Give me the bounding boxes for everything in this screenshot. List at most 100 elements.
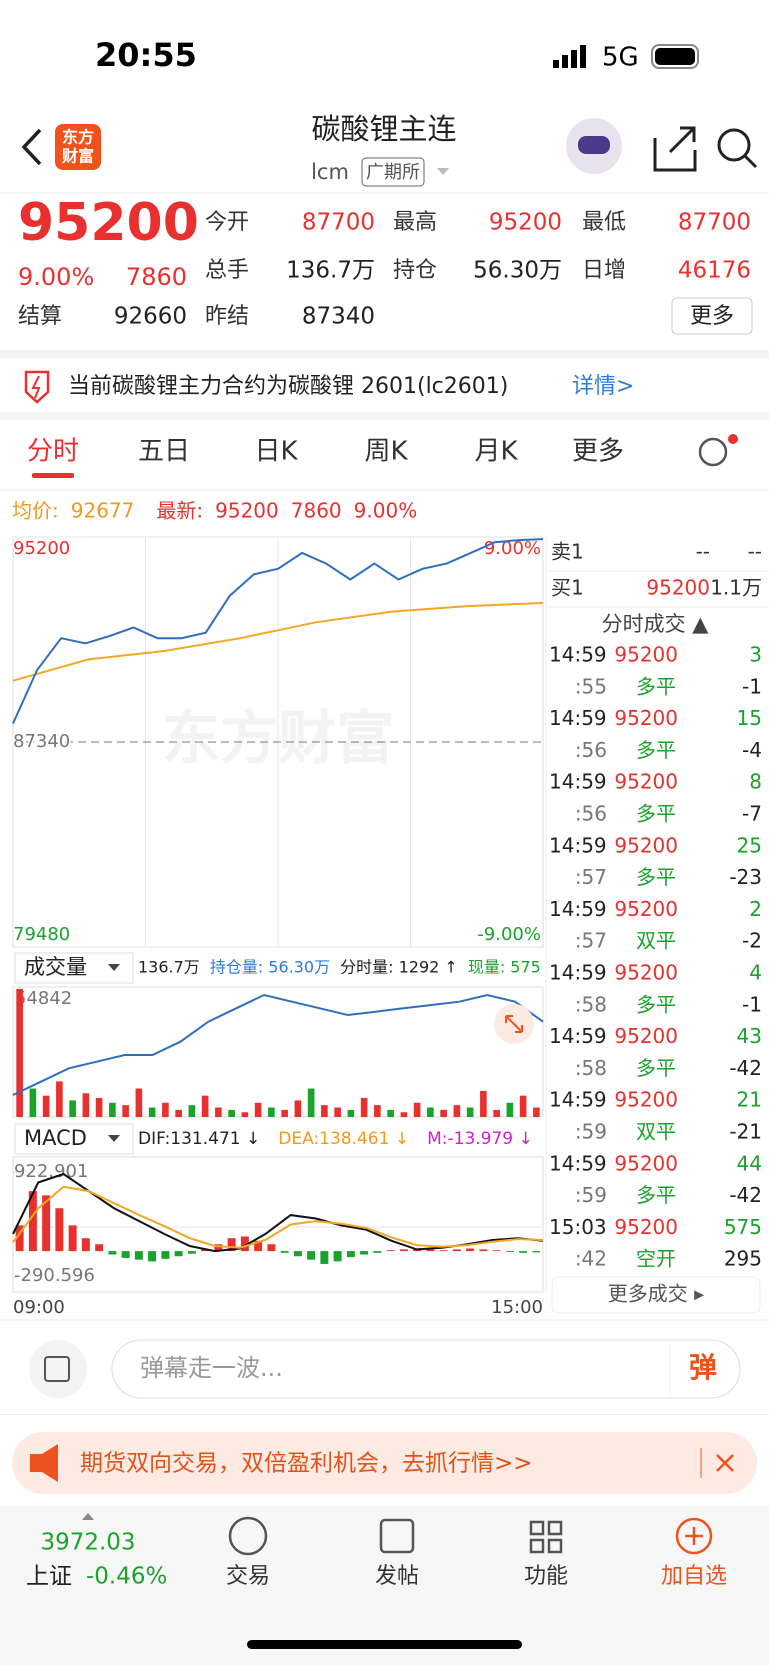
robot-face bbox=[578, 136, 610, 154]
macd-bar bbox=[134, 1251, 143, 1260]
volume-bar bbox=[228, 1109, 235, 1117]
field-value: 46176 bbox=[678, 258, 751, 284]
volume-bar bbox=[506, 1102, 514, 1117]
dropdown-arrow[interactable] bbox=[108, 964, 120, 971]
more-button[interactable] bbox=[671, 297, 753, 335]
expand-arrow[interactable] bbox=[82, 1513, 94, 1520]
close-button[interactable] bbox=[716, 1454, 734, 1472]
trade-change: -42 bbox=[729, 1056, 762, 1080]
nav-button[interactable]: 加自选 bbox=[661, 1564, 727, 1589]
trade-volume: 2 bbox=[749, 897, 762, 921]
tab[interactable]: 日K bbox=[254, 437, 298, 467]
expand-icon bbox=[505, 1015, 523, 1033]
trade-change: 295 bbox=[724, 1247, 762, 1271]
volume-bar bbox=[480, 1090, 487, 1117]
trade-volume: 4 bbox=[749, 961, 762, 985]
trade-time: :57 bbox=[575, 929, 607, 953]
logo-text: 财富 bbox=[61, 147, 94, 166]
trade-time: 14:59 bbox=[549, 897, 607, 921]
change: 7860 bbox=[126, 263, 187, 291]
volume-bar bbox=[519, 1095, 527, 1117]
nav-button[interactable]: 交易 bbox=[226, 1564, 270, 1589]
volume-bar bbox=[360, 1098, 368, 1117]
field-value: 95200 bbox=[489, 210, 562, 236]
nav-button[interactable]: 发帖 bbox=[375, 1564, 419, 1589]
dropdown-arrow[interactable] bbox=[108, 1135, 120, 1142]
trade-volume: 3 bbox=[749, 643, 762, 667]
trade-time: 14:59 bbox=[549, 1151, 607, 1175]
tab[interactable]: 五日 bbox=[138, 437, 190, 467]
trade-price: 95200 bbox=[614, 1024, 678, 1048]
more-button[interactable]: 更多 bbox=[690, 304, 734, 329]
macd-stat: DEA:138.461 ↓ bbox=[278, 1129, 409, 1149]
macd-bar bbox=[307, 1251, 316, 1260]
danmaku-button[interactable]: 弹 bbox=[689, 1351, 717, 1384]
x-tick-label: 09:00 bbox=[13, 1297, 65, 1318]
notice-link[interactable]: 详情> bbox=[572, 374, 634, 399]
trade-volume: 15 bbox=[737, 706, 762, 730]
field-value: 56.30万 bbox=[473, 258, 562, 284]
volume-bar bbox=[215, 1107, 222, 1117]
add-watch-icon[interactable] bbox=[675, 1517, 713, 1555]
tab[interactable]: 周K bbox=[364, 437, 408, 467]
macd-bar bbox=[519, 1251, 528, 1253]
volume-bar bbox=[42, 1095, 50, 1117]
trade-price: 95200 bbox=[614, 961, 678, 985]
tab[interactable]: 月K bbox=[474, 437, 518, 467]
contract-code: lcm bbox=[311, 160, 349, 184]
macd-stat: DIF:131.471 ↓ bbox=[138, 1129, 260, 1149]
y-tick-label: 54842 bbox=[15, 988, 72, 1009]
volume-bar bbox=[374, 1105, 381, 1117]
tab[interactable]: 分时 bbox=[27, 437, 79, 467]
dropdown-arrow[interactable] bbox=[437, 168, 449, 175]
macd-bar bbox=[320, 1251, 329, 1264]
field-value: 92660 bbox=[114, 304, 187, 330]
macd-bar bbox=[214, 1244, 223, 1252]
volume-bar bbox=[413, 1102, 421, 1117]
share-button[interactable] bbox=[653, 126, 697, 172]
macd-bar bbox=[240, 1236, 249, 1252]
banner-text: 期货双向交易，双倍盈利机会，去抓行情>> bbox=[80, 1451, 533, 1477]
promo-banner[interactable] bbox=[12, 1432, 757, 1494]
volume-bar bbox=[268, 1107, 275, 1117]
trade-time: :59 bbox=[575, 1120, 607, 1144]
logo bbox=[55, 124, 101, 170]
macd-bar bbox=[532, 1251, 541, 1253]
more-trades-button[interactable]: 更多成交 ▸ bbox=[608, 1282, 704, 1306]
search-button[interactable] bbox=[717, 128, 751, 162]
macd-bar bbox=[492, 1250, 501, 1252]
post-icon[interactable] bbox=[379, 1518, 415, 1554]
volume-bar bbox=[241, 1112, 249, 1117]
trade-time: 14:59 bbox=[549, 833, 607, 857]
macd-bar bbox=[227, 1238, 236, 1252]
settings-button[interactable] bbox=[698, 437, 728, 467]
nav-button[interactable]: 功能 bbox=[524, 1564, 568, 1589]
comment-input[interactable] bbox=[111, 1339, 741, 1399]
function-icon[interactable] bbox=[529, 1520, 563, 1554]
volume-bar bbox=[56, 1081, 63, 1117]
more-trades-box[interactable] bbox=[551, 1276, 761, 1314]
trade-icon[interactable] bbox=[228, 1516, 268, 1556]
macd-bar bbox=[333, 1251, 342, 1262]
macd-bar bbox=[28, 1191, 37, 1252]
trade-price: 95200 bbox=[614, 1215, 678, 1239]
volume-bar bbox=[201, 1095, 209, 1117]
badge-dot bbox=[728, 434, 738, 444]
back-button[interactable] bbox=[21, 128, 42, 166]
volume-bar bbox=[334, 1107, 341, 1117]
volume-bar bbox=[135, 1088, 143, 1117]
info-item: 92677 bbox=[71, 499, 135, 523]
volume-bar bbox=[493, 1109, 500, 1117]
tab[interactable]: 更多 bbox=[572, 437, 624, 467]
macd-bar bbox=[68, 1225, 77, 1252]
index-name: 上证 bbox=[26, 1564, 72, 1590]
trade-price: 95200 bbox=[614, 1088, 678, 1112]
macd-bar bbox=[293, 1251, 302, 1257]
macd-bar bbox=[373, 1251, 382, 1253]
volume-bar bbox=[29, 1088, 37, 1117]
volume-stat: 136.7万 bbox=[138, 958, 200, 977]
trade-time: 14:59 bbox=[549, 770, 607, 794]
danmaku-settings[interactable] bbox=[29, 1340, 87, 1398]
trade-type: 双平 bbox=[636, 929, 676, 953]
volume-stat: 持仓量: 56.30万 bbox=[210, 958, 330, 977]
